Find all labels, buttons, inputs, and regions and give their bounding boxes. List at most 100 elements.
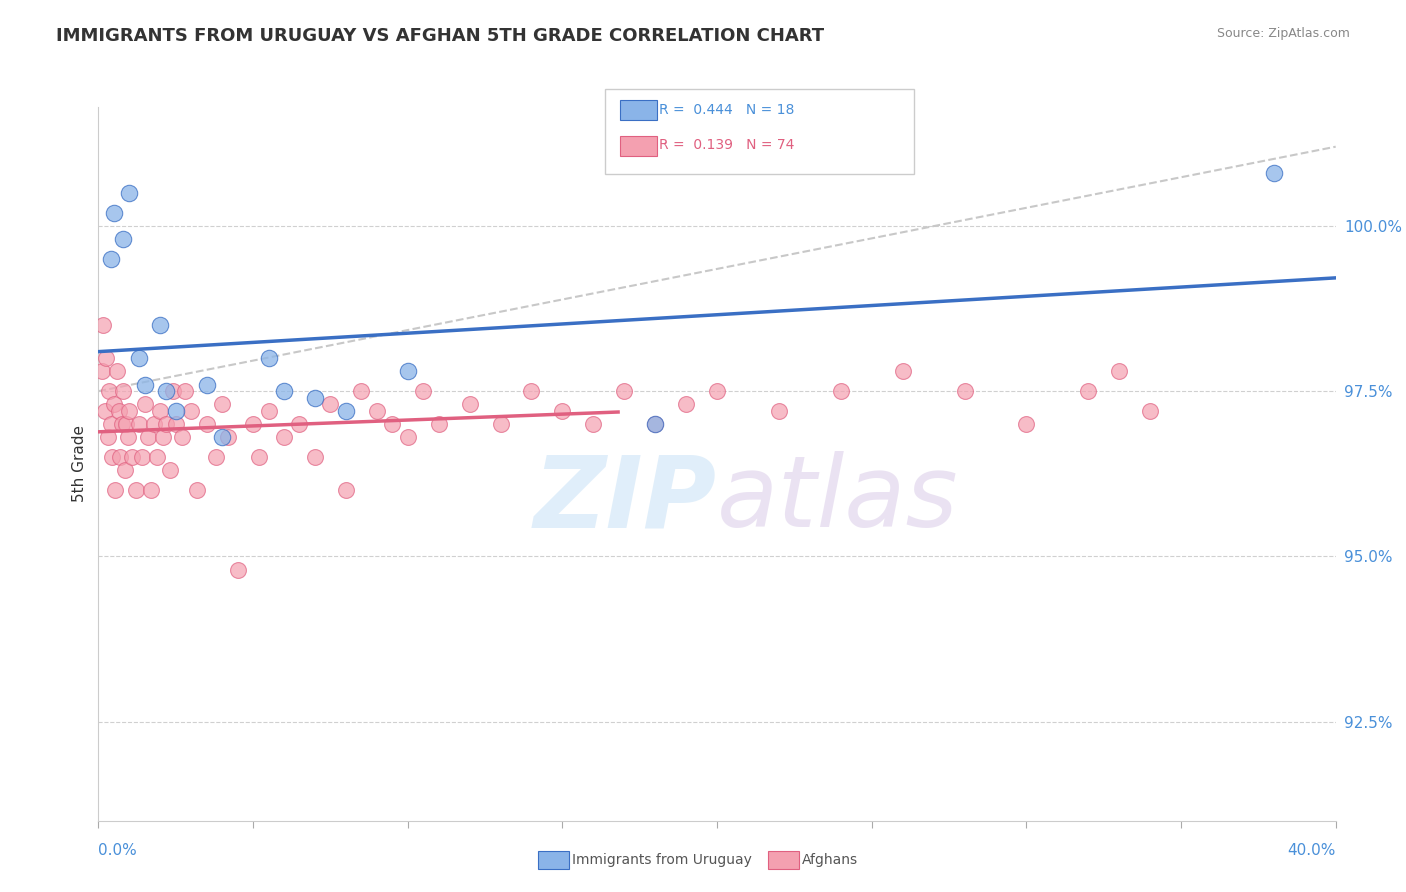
Text: 40.0%: 40.0% — [1288, 843, 1336, 858]
Point — [103, 206, 125, 220]
Point — [90, 364, 112, 378]
Point — [117, 430, 139, 444]
Point — [891, 364, 914, 378]
Point — [381, 417, 404, 432]
Point — [396, 364, 419, 378]
Point — [366, 404, 388, 418]
Text: Afghans: Afghans — [801, 853, 858, 867]
Point — [165, 404, 187, 418]
Point — [335, 483, 357, 498]
Point — [412, 384, 434, 399]
Point — [96, 351, 118, 365]
Point — [105, 364, 128, 378]
Point — [100, 417, 122, 432]
Point — [93, 404, 115, 418]
Point — [155, 384, 177, 399]
Point — [170, 430, 193, 444]
Point — [953, 384, 976, 399]
Point — [118, 404, 141, 418]
Point — [128, 417, 150, 432]
Point — [226, 563, 249, 577]
Point — [134, 377, 156, 392]
Point — [107, 404, 129, 418]
Point — [152, 430, 174, 444]
Point — [644, 417, 666, 432]
Point — [582, 417, 605, 432]
Point — [1108, 364, 1130, 378]
Point — [159, 463, 181, 477]
Point — [149, 318, 172, 332]
Point — [111, 417, 132, 432]
Point — [273, 430, 295, 444]
Point — [427, 417, 450, 432]
Point — [139, 483, 162, 498]
Point — [257, 351, 280, 365]
Point — [1077, 384, 1099, 399]
Point — [195, 417, 218, 432]
Point — [520, 384, 543, 399]
Point — [830, 384, 852, 399]
Point — [273, 384, 295, 399]
Point — [143, 417, 166, 432]
Point — [304, 450, 326, 465]
Point — [136, 430, 159, 444]
Point — [489, 417, 512, 432]
Point — [335, 404, 357, 418]
Point — [165, 417, 187, 432]
Point — [118, 186, 141, 200]
Point — [97, 430, 120, 444]
Point — [91, 318, 114, 332]
Point — [396, 430, 419, 444]
Text: R =  0.139   N = 74: R = 0.139 N = 74 — [659, 138, 794, 153]
Text: IMMIGRANTS FROM URUGUAY VS AFGHAN 5TH GRADE CORRELATION CHART: IMMIGRANTS FROM URUGUAY VS AFGHAN 5TH GR… — [56, 27, 824, 45]
Point — [131, 450, 153, 465]
Point — [115, 417, 138, 432]
Point — [706, 384, 728, 399]
Point — [211, 397, 233, 411]
Text: Source: ZipAtlas.com: Source: ZipAtlas.com — [1216, 27, 1350, 40]
Point — [162, 384, 184, 399]
Point — [180, 404, 202, 418]
Point — [98, 384, 121, 399]
Point — [458, 397, 481, 411]
Text: Immigrants from Uruguay: Immigrants from Uruguay — [572, 853, 752, 867]
Point — [242, 417, 264, 432]
Point — [146, 450, 169, 465]
Point — [100, 252, 122, 266]
Point — [319, 397, 342, 411]
Point — [104, 483, 127, 498]
Point — [217, 430, 239, 444]
Point — [1015, 417, 1038, 432]
Point — [350, 384, 373, 399]
Text: 0.0%: 0.0% — [98, 843, 138, 858]
Point — [186, 483, 208, 498]
Point — [1139, 404, 1161, 418]
Text: atlas: atlas — [717, 451, 959, 548]
Text: ZIP: ZIP — [534, 451, 717, 548]
Point — [112, 384, 135, 399]
Point — [128, 351, 150, 365]
Point — [134, 397, 156, 411]
Point — [288, 417, 311, 432]
Y-axis label: 5th Grade: 5th Grade — [72, 425, 87, 502]
Point — [112, 232, 135, 246]
Point — [768, 404, 790, 418]
Point — [613, 384, 636, 399]
Point — [155, 417, 177, 432]
Point — [304, 391, 326, 405]
Point — [101, 450, 124, 465]
Point — [149, 404, 172, 418]
Point — [124, 483, 146, 498]
Point — [121, 450, 143, 465]
Point — [108, 450, 131, 465]
Point — [174, 384, 197, 399]
Point — [195, 377, 218, 392]
Point — [257, 404, 280, 418]
Point — [551, 404, 574, 418]
Point — [1263, 166, 1285, 180]
Text: R =  0.444   N = 18: R = 0.444 N = 18 — [659, 103, 794, 117]
Point — [644, 417, 666, 432]
Point — [103, 397, 125, 411]
Point — [247, 450, 270, 465]
Point — [205, 450, 228, 465]
